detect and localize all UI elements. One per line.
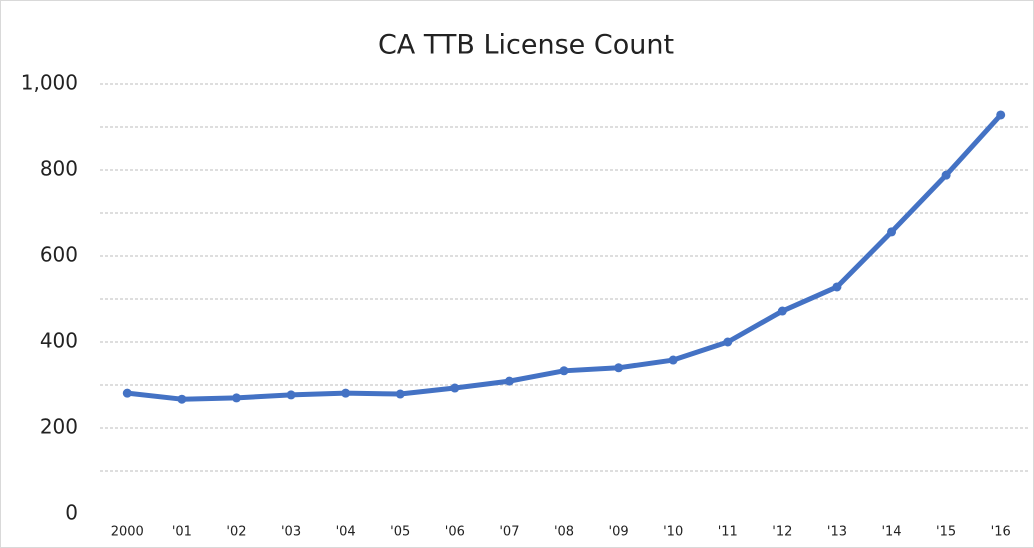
x-tick-label: '07 <box>499 525 519 540</box>
data-point <box>832 282 842 292</box>
y-tick-label: 0 <box>65 501 78 525</box>
x-tick-label: 2000 <box>111 525 144 540</box>
data-point <box>777 306 787 316</box>
data-point <box>559 366 569 376</box>
x-tick-label: '05 <box>390 525 410 540</box>
data-point <box>996 110 1006 120</box>
data-point <box>231 393 241 403</box>
data-point <box>941 170 951 180</box>
data-point <box>504 376 514 386</box>
data-point <box>614 363 624 373</box>
y-tick-label: 400 <box>40 329 78 353</box>
data-point <box>286 390 296 400</box>
data-point <box>668 355 678 365</box>
x-tick-label: '06 <box>445 525 465 540</box>
x-tick-label: '16 <box>991 525 1011 540</box>
x-tick-label: '08 <box>554 525 574 540</box>
data-point <box>177 394 187 404</box>
x-tick-label: '15 <box>936 525 956 540</box>
data-point <box>341 388 351 398</box>
y-tick-label: 200 <box>40 415 78 439</box>
x-tick-label: '04 <box>336 525 356 540</box>
x-tick-label: '01 <box>172 525 192 540</box>
data-point <box>450 383 460 393</box>
x-tick-label: '09 <box>609 525 629 540</box>
y-tick-label: 1,000 <box>21 71 78 95</box>
data-point <box>887 227 897 237</box>
x-tick-label: '13 <box>827 525 847 540</box>
y-tick-label: 600 <box>40 243 78 267</box>
x-tick-label: '14 <box>881 525 901 540</box>
data-point <box>723 337 733 347</box>
y-tick-label: 800 <box>40 157 78 181</box>
x-tick-label: '11 <box>718 525 738 540</box>
data-point <box>122 388 132 398</box>
data-point <box>395 389 405 399</box>
x-tick-label: '02 <box>226 525 246 540</box>
x-tick-label: '03 <box>281 525 301 540</box>
x-tick-label: '12 <box>772 525 792 540</box>
chart-title: CA TTB License Count <box>378 30 674 61</box>
x-tick-label: '10 <box>663 525 683 540</box>
